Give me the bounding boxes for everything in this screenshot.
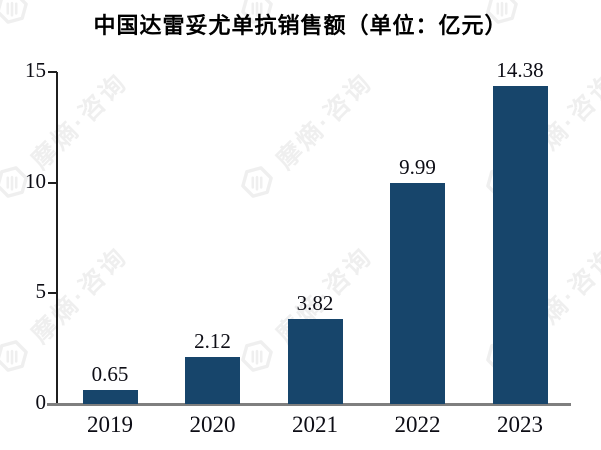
y-axis-tick-5 <box>48 292 57 295</box>
bar-2022 <box>390 182 445 404</box>
y-axis-line <box>56 72 58 404</box>
watermark-text: 摩熵·咨询 <box>512 0 601 2</box>
x-axis-label-2022: 2022 <box>394 412 441 437</box>
x-axis-label-2019: 2019 <box>87 412 133 437</box>
value-label-2023: 14.38 <box>496 57 544 82</box>
bar-2021 <box>287 319 343 404</box>
y-axis-tick-15 <box>48 71 57 73</box>
bar-2019 <box>82 389 138 404</box>
y-axis-label-10: 10 <box>25 168 46 193</box>
y-axis-label-15: 15 <box>25 58 46 82</box>
chart-title: 中国达雷妥尤单抗销售额（单位：亿元） <box>93 13 508 38</box>
x-axis-label-2020: 2020 <box>189 412 236 437</box>
x-axis-label-2023: 2023 <box>497 412 543 437</box>
watermark: 摩熵·咨询 <box>233 62 380 209</box>
watermark-text: 摩熵·咨询 <box>22 0 135 2</box>
y-axis-label-0: 0 <box>35 390 47 414</box>
value-label-2020: 2.12 <box>194 329 231 354</box>
value-label-2022: 9.99 <box>399 154 436 179</box>
y-axis-label-5: 5 <box>35 279 47 304</box>
x-axis-label-2021: 2021 <box>292 412 338 437</box>
x-axis-baseline <box>47 403 571 406</box>
value-label-2021: 3.82 <box>296 291 334 316</box>
watermark-text: 摩熵·咨询 <box>270 67 378 175</box>
hexagon-logo-icon <box>233 158 285 210</box>
hexagon-logo-icon <box>0 332 40 384</box>
y-axis-tick-10 <box>48 181 57 184</box>
bar-2020 <box>185 357 240 404</box>
value-label-2019: 0.65 <box>91 361 129 386</box>
bar-2023 <box>492 85 548 404</box>
watermark-text: 摩熵·咨询 <box>267 0 380 2</box>
